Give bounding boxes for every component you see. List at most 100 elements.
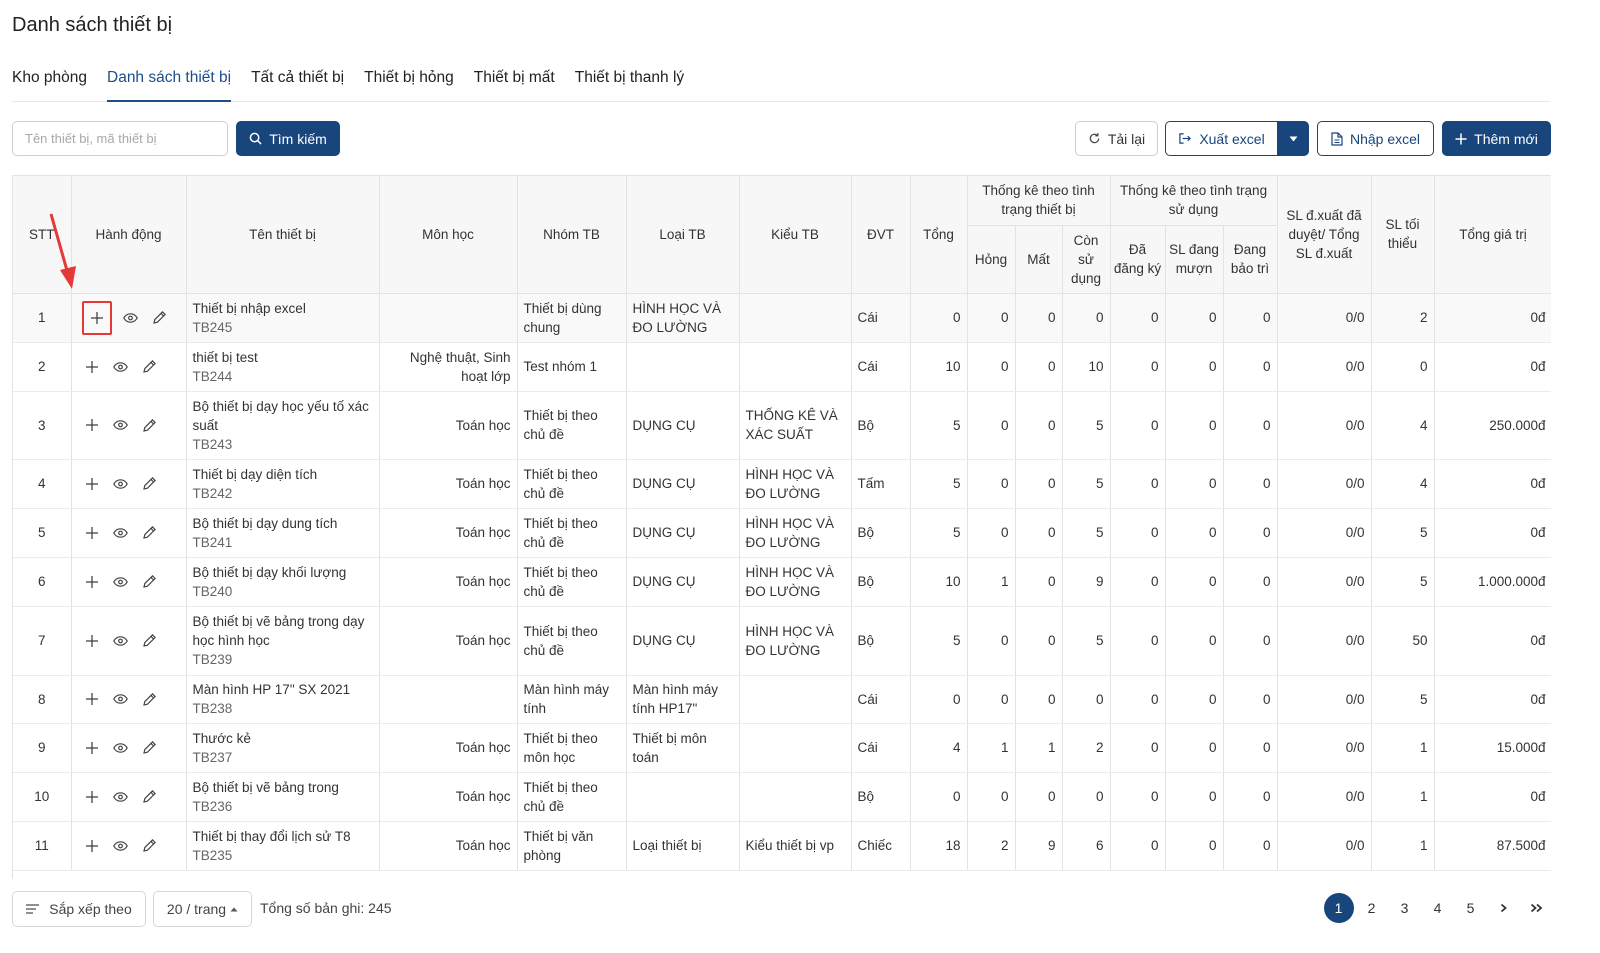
row-style: HÌNH HỌC VÀ ĐO LƯỜNG <box>739 606 852 676</box>
header-maintenance: Đang bảo trì <box>1223 225 1278 294</box>
edit-pencil-icon[interactable] <box>140 631 160 651</box>
row-maintenance: 0 <box>1223 293 1278 343</box>
row-registered: 0 <box>1110 772 1166 822</box>
total-records: Tổng số bản ghi: 245 <box>260 900 392 916</box>
table-row: 11 Thiết bị thay đổi lịch sử T8 TB235 Toán … <box>13 821 1551 871</box>
row-unit: Bộ <box>851 391 911 460</box>
equipment-code: TB239 <box>192 652 233 667</box>
row-registered: 0 <box>1110 391 1166 460</box>
search-input[interactable] <box>12 121 228 156</box>
tab-3[interactable]: Thiết bị hỏng <box>364 69 454 86</box>
add-sub-item-icon[interactable] <box>82 415 102 435</box>
add-sub-item-icon[interactable] <box>82 787 102 807</box>
view-eye-icon[interactable] <box>111 523 131 543</box>
add-sub-item-icon[interactable] <box>82 572 102 592</box>
view-eye-icon[interactable] <box>111 836 131 856</box>
add-new-label: Thêm mới <box>1474 130 1538 147</box>
export-options-dropdown[interactable] <box>1278 121 1309 156</box>
row-total: 10 <box>910 557 968 607</box>
view-eye-icon[interactable] <box>111 357 131 377</box>
table-row: 6 Bộ thiết bị dạy khối lượng TB240 Toán học… <box>13 557 1551 607</box>
view-eye-icon[interactable] <box>111 631 131 651</box>
edit-pencil-icon[interactable] <box>140 787 160 807</box>
row-style <box>739 772 852 822</box>
view-eye-icon[interactable] <box>111 738 131 758</box>
edit-pencil-icon[interactable] <box>140 836 160 856</box>
edit-pencil-icon[interactable] <box>140 523 160 543</box>
row-group: Thiết bị theo chủ đề <box>517 508 627 558</box>
view-eye-icon[interactable] <box>121 308 141 328</box>
add-sub-item-icon[interactable] <box>82 631 102 651</box>
view-eye-icon[interactable] <box>111 689 131 709</box>
equipment-name: Thước kẻ <box>192 730 251 746</box>
equipment-name: Bộ thiết bị dạy học yếu tố xác suất <box>192 398 369 433</box>
export-excel-button[interactable]: Xuất excel <box>1165 121 1278 156</box>
row-min-qty: 1 <box>1371 723 1435 773</box>
view-eye-icon[interactable] <box>111 474 131 494</box>
tab-4[interactable]: Thiết bị mất <box>473 69 555 86</box>
row-style: HÌNH HỌC VÀ ĐO LƯỜNG <box>739 508 852 558</box>
row-category: DỤNG CỤ <box>626 508 740 558</box>
row-actions <box>71 459 187 509</box>
row-borrowed: 0 <box>1165 821 1224 871</box>
equipment-name: Thiết bị dạy diện tích <box>192 466 318 482</box>
row-lost: 0 <box>1015 557 1063 607</box>
add-sub-item-icon[interactable] <box>82 523 102 543</box>
header-broken: Hỏng <box>967 225 1016 294</box>
edit-pencil-icon[interactable] <box>140 572 160 592</box>
add-sub-item-icon[interactable] <box>82 474 102 494</box>
row-unit: Bộ <box>851 606 911 676</box>
view-eye-icon[interactable] <box>111 415 131 435</box>
edit-pencil-icon[interactable] <box>150 308 170 328</box>
equipment-name: Thiết bị thay đổi lịch sử T8 <box>192 828 351 844</box>
row-total-value: 0đ <box>1434 606 1551 676</box>
row-registered: 0 <box>1110 459 1166 509</box>
edit-pencil-icon[interactable] <box>140 474 160 494</box>
edit-pencil-icon[interactable] <box>140 415 160 435</box>
row-broken: 0 <box>967 606 1016 676</box>
page-3[interactable]: 3 <box>1400 900 1409 916</box>
row-min-qty: 5 <box>1371 508 1435 558</box>
tab-1[interactable]: Danh sách thiết bị <box>107 64 232 102</box>
tab-5[interactable]: Thiết bị thanh lý <box>574 69 685 86</box>
next-page-icon[interactable] <box>1487 893 1520 923</box>
sort-button[interactable]: Sắp xếp theo <box>12 891 146 927</box>
edit-pencil-icon[interactable] <box>140 738 160 758</box>
row-broken: 0 <box>967 293 1016 343</box>
edit-pencil-icon[interactable] <box>140 357 160 377</box>
row-stt: 2 <box>13 342 72 392</box>
row-min-qty: 1 <box>1371 772 1435 822</box>
row-min-qty: 2 <box>1371 293 1435 343</box>
row-equipment: Thước kẻ TB237 <box>186 723 380 773</box>
row-approved: 0/0 <box>1277 606 1372 676</box>
page-5[interactable]: 5 <box>1466 900 1475 916</box>
reload-button[interactable]: Tải lại <box>1075 121 1158 156</box>
page-2[interactable]: 2 <box>1367 900 1376 916</box>
add-sub-item-icon[interactable] <box>82 357 102 377</box>
page-4[interactable]: 4 <box>1433 900 1442 916</box>
page-1[interactable]: 1 <box>1323 893 1354 923</box>
edit-pencil-icon[interactable] <box>140 689 160 709</box>
row-style <box>739 723 852 773</box>
view-eye-icon[interactable] <box>111 572 131 592</box>
add-sub-item-icon[interactable] <box>82 689 102 709</box>
search-button[interactable]: Tìm kiếm <box>236 121 340 156</box>
header-registered: Đã đăng ký <box>1110 225 1166 294</box>
row-maintenance: 0 <box>1223 675 1278 724</box>
row-total: 4 <box>910 723 968 773</box>
add-sub-item-icon[interactable] <box>82 738 102 758</box>
add-new-button[interactable]: Thêm mới <box>1442 121 1551 156</box>
row-borrowed: 0 <box>1165 772 1224 822</box>
tab-0[interactable]: Kho phòng <box>12 69 87 86</box>
export-icon <box>1178 132 1192 145</box>
last-page-icon[interactable] <box>1520 893 1553 923</box>
add-sub-item-icon[interactable] <box>82 836 102 856</box>
view-eye-icon[interactable] <box>111 787 131 807</box>
equipment-code: TB245 <box>192 319 233 335</box>
page-size-select[interactable]: 20 / trang <box>153 891 252 927</box>
tab-2[interactable]: Tất cả thiết bị <box>251 69 345 86</box>
add-sub-item-icon[interactable] <box>81 300 112 335</box>
row-total: 5 <box>910 459 968 509</box>
equipment-name: Bộ thiết bị dạy khối lượng <box>192 564 347 580</box>
import-excel-button[interactable]: Nhập excel <box>1317 121 1434 156</box>
